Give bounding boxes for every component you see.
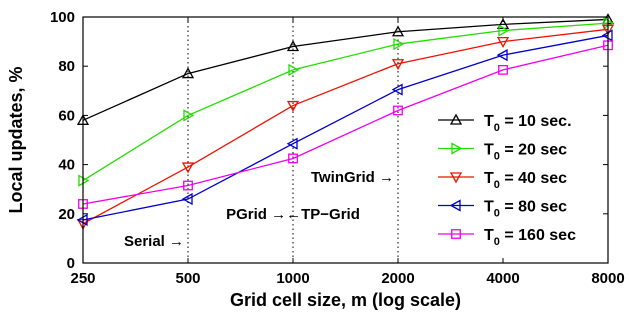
y-tick-labels: 0 20 40 60 80 100 — [50, 9, 75, 272]
series-line — [82, 28, 609, 225]
legend-label: T0 = 80 sec — [484, 199, 567, 220]
y-tick-label: 80 — [58, 58, 75, 75]
data-point — [286, 100, 300, 112]
legend-marker — [449, 172, 463, 184]
x-tick-label: 500 — [175, 270, 200, 287]
legend-label: T0 = 40 sec — [484, 170, 567, 191]
series-0 — [76, 13, 615, 125]
y-tick-label: 20 — [58, 206, 75, 223]
data-point — [288, 153, 298, 164]
legend-marker — [451, 142, 463, 155]
data-point — [181, 67, 195, 79]
data-point — [181, 192, 193, 206]
legend-marker — [451, 229, 461, 239]
data-point — [393, 37, 405, 51]
data-point — [393, 105, 403, 116]
data-point — [496, 36, 510, 48]
data-point — [181, 162, 195, 174]
series-1 — [78, 17, 615, 187]
y-tick-label: 0 — [67, 255, 75, 272]
data-point — [391, 59, 405, 71]
data-point — [288, 63, 300, 76]
legend-label: T0 = 160 sec — [484, 227, 576, 248]
data-point — [496, 49, 508, 62]
legend: T0 = 10 sec. T0 = 20 sec T0 = 40 sec T0 = 8… — [438, 113, 576, 248]
annotation-label: PGrid →←TP−Grid — [226, 206, 360, 223]
annotations: Serial → PGrid →←TP−Grid TwinGrid → — [124, 169, 394, 250]
legend-marker — [449, 199, 461, 212]
series-layer — [76, 13, 615, 230]
data-point — [286, 40, 300, 52]
annotation-label: TwinGrid → — [311, 169, 394, 186]
y-tick-label: 100 — [50, 9, 75, 26]
x-tick-label: 8000 — [591, 270, 624, 287]
x-axis-title: Grid cell size, m (log scale) — [230, 290, 461, 310]
y-axis-title: Local updates, % — [6, 66, 26, 213]
legend-entry: T0 = 80 sec — [438, 199, 567, 220]
legend-entry: T0 = 160 sec — [438, 227, 576, 248]
plot-frame — [82, 16, 609, 264]
tick-marks — [82, 16, 609, 264]
data-point — [183, 180, 193, 191]
legend-marker — [449, 113, 463, 125]
legend-entry: T0 = 20 sec — [438, 142, 567, 163]
x-tick-label: 1000 — [276, 270, 309, 287]
x-tick-label: 250 — [70, 270, 95, 287]
x-tick-label: 2000 — [381, 270, 414, 287]
x-tick-labels: 250 500 1000 2000 4000 8000 — [70, 270, 624, 287]
data-point — [183, 109, 195, 122]
x-tick-label: 4000 — [486, 270, 519, 287]
legend-label: T0 = 20 sec — [484, 142, 567, 163]
data-point — [391, 83, 403, 96]
legend-label: T0 = 10 sec. — [484, 113, 572, 134]
series-line — [82, 22, 609, 182]
series-line — [82, 18, 609, 121]
y-tick-label: 40 — [58, 157, 75, 174]
annotation-label: Serial → — [124, 233, 184, 250]
data-point — [286, 137, 298, 150]
data-point — [498, 24, 510, 37]
legend-entry: T0 = 40 sec — [438, 170, 567, 191]
series-line — [82, 44, 609, 205]
reference-lines — [187, 17, 399, 263]
legend-entry: T0 = 10 sec. — [438, 113, 572, 134]
y-tick-label: 60 — [58, 107, 75, 124]
data-point — [391, 25, 405, 37]
data-point — [498, 64, 508, 75]
series-line — [82, 34, 609, 221]
